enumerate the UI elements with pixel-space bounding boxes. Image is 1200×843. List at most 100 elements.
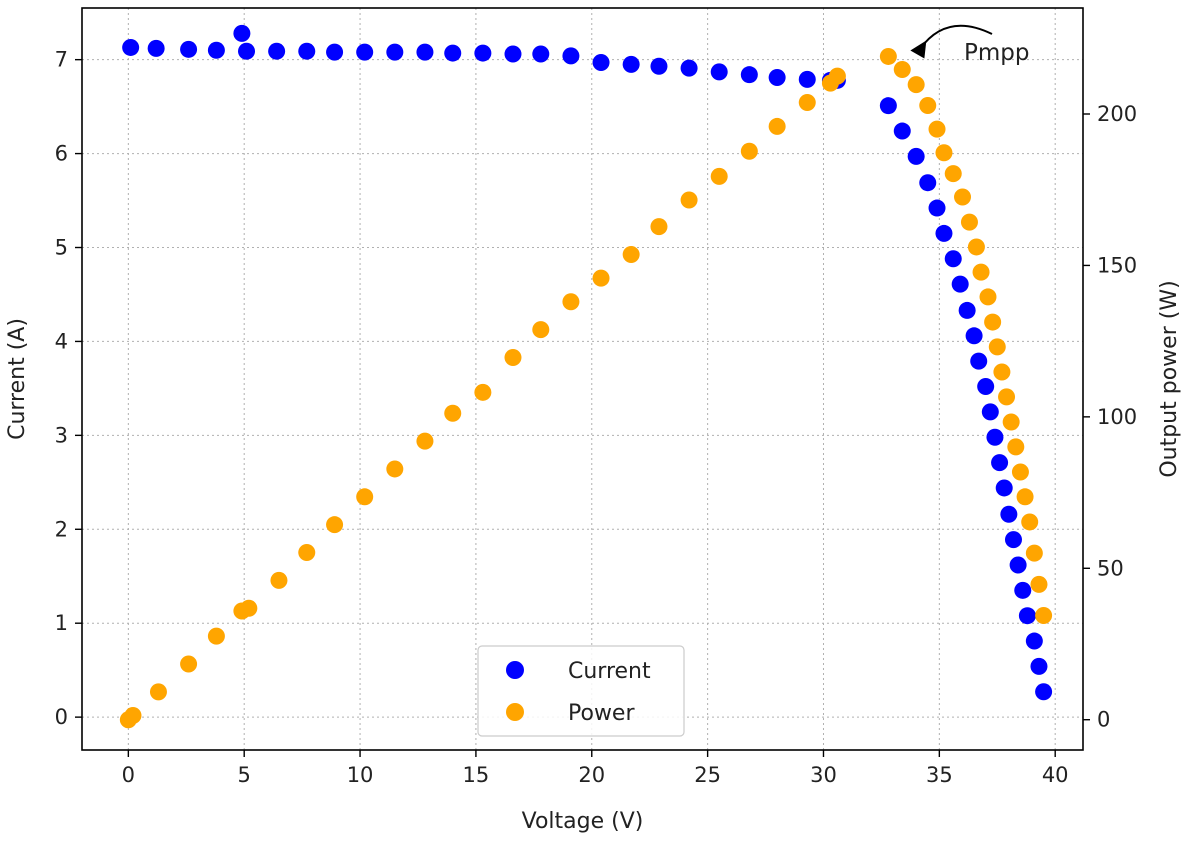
legend-box xyxy=(477,645,685,737)
power-point-39 xyxy=(979,288,997,306)
power-point-30 xyxy=(907,76,925,94)
current-point-33 xyxy=(944,250,962,268)
current-point-38 xyxy=(977,378,995,396)
current-point-27 xyxy=(879,97,897,115)
power-point-49 xyxy=(1025,544,1043,562)
current-point-0 xyxy=(122,38,140,56)
current-point-35 xyxy=(958,301,976,319)
power-point-45 xyxy=(1007,438,1025,456)
power-point-14 xyxy=(474,383,492,401)
y2-axis-label: Output power (W) xyxy=(1157,280,1182,477)
power-point-42 xyxy=(993,363,1011,381)
current-point-22 xyxy=(740,66,758,84)
current-point-6 xyxy=(268,42,286,60)
power-point-4 xyxy=(207,627,225,645)
current-point-50 xyxy=(1035,683,1053,701)
power-point-37 xyxy=(967,238,985,256)
current-point-3 xyxy=(207,41,225,59)
power-point-34 xyxy=(944,165,962,183)
y2-tick-label-50: 50 xyxy=(1097,556,1124,580)
y-tick-label-2: 2 xyxy=(55,517,68,541)
current-point-24 xyxy=(798,70,816,88)
current-point-30 xyxy=(919,174,937,192)
power-point-36 xyxy=(960,213,978,231)
grid xyxy=(82,8,1083,750)
series-current xyxy=(122,24,1053,701)
power-point-35 xyxy=(954,188,972,206)
current-point-23 xyxy=(768,69,786,87)
x-tick-label-25: 25 xyxy=(694,763,721,787)
power-point-23 xyxy=(740,142,758,160)
power-point-8 xyxy=(298,544,316,562)
current-point-11 xyxy=(416,43,434,61)
power-point-27 xyxy=(828,67,846,85)
power-point-19 xyxy=(622,246,640,264)
current-point-4 xyxy=(233,24,251,42)
power-point-2 xyxy=(149,683,167,701)
current-point-32 xyxy=(935,224,953,242)
y-tick-label-5: 5 xyxy=(55,236,68,260)
legend-label-current: Current xyxy=(568,659,651,684)
current-point-19 xyxy=(650,57,668,75)
power-point-3 xyxy=(180,655,198,673)
power-point-7 xyxy=(270,571,288,589)
power-point-32 xyxy=(928,120,946,138)
current-point-29 xyxy=(907,147,925,165)
power-point-47 xyxy=(1016,488,1034,506)
series-layer xyxy=(119,24,1053,729)
current-point-20 xyxy=(680,59,698,77)
power-point-44 xyxy=(1002,413,1020,431)
current-point-42 xyxy=(995,479,1013,497)
current-point-18 xyxy=(622,55,640,73)
power-point-21 xyxy=(680,191,698,209)
x-axis-label: Voltage (V) xyxy=(522,809,644,834)
current-point-46 xyxy=(1014,581,1032,599)
current-point-7 xyxy=(298,42,316,60)
y-tick-label-4: 4 xyxy=(55,329,68,353)
legend: Current Power xyxy=(477,645,685,737)
legend-marker-current xyxy=(506,661,524,679)
current-point-17 xyxy=(592,53,610,71)
current-point-39 xyxy=(981,403,999,421)
power-point-38 xyxy=(972,263,990,281)
power-point-41 xyxy=(988,338,1006,356)
legend-label-power: Power xyxy=(568,701,635,726)
power-point-24 xyxy=(768,117,786,135)
x-tick-label-35: 35 xyxy=(926,763,953,787)
current-point-45 xyxy=(1009,556,1027,574)
current-point-13 xyxy=(474,44,492,62)
power-point-33 xyxy=(935,144,953,162)
power-point-46 xyxy=(1011,463,1029,481)
current-point-5 xyxy=(238,42,256,60)
y-tick-label-6: 6 xyxy=(55,142,68,166)
y2-tick-label-150: 150 xyxy=(1097,253,1137,277)
current-point-49 xyxy=(1030,657,1048,675)
series-power xyxy=(119,47,1053,729)
ticks: 0 5 10 15 20 25 30 35 40 0 1 2 3 4 5 6 7 0 50 100 150 200 xyxy=(55,48,1137,787)
power-point-48 xyxy=(1021,513,1039,531)
x-tick-label-5: 5 xyxy=(238,763,251,787)
power-point-11 xyxy=(386,460,404,478)
current-point-36 xyxy=(965,327,983,345)
current-point-15 xyxy=(532,45,550,63)
power-point-12 xyxy=(416,432,434,450)
y-tick-label-3: 3 xyxy=(55,423,68,447)
current-point-40 xyxy=(986,428,1004,446)
current-point-44 xyxy=(1004,531,1022,549)
y2-tick-label-0: 0 xyxy=(1097,708,1110,732)
current-point-43 xyxy=(1000,505,1018,523)
y-tick-label-0: 0 xyxy=(55,705,68,729)
y-tick-label-7: 7 xyxy=(55,48,68,72)
power-point-15 xyxy=(504,348,522,366)
legend-marker-power xyxy=(506,703,524,721)
x-tick-label-20: 20 xyxy=(578,763,605,787)
x-tick-label-30: 30 xyxy=(810,763,837,787)
annotation: Pmpp xyxy=(910,24,1029,66)
x-tick-label-40: 40 xyxy=(1042,763,1069,787)
current-point-21 xyxy=(710,63,728,81)
y-axis-label: Current (A) xyxy=(5,318,30,440)
power-point-10 xyxy=(356,488,374,506)
current-point-37 xyxy=(970,352,988,370)
